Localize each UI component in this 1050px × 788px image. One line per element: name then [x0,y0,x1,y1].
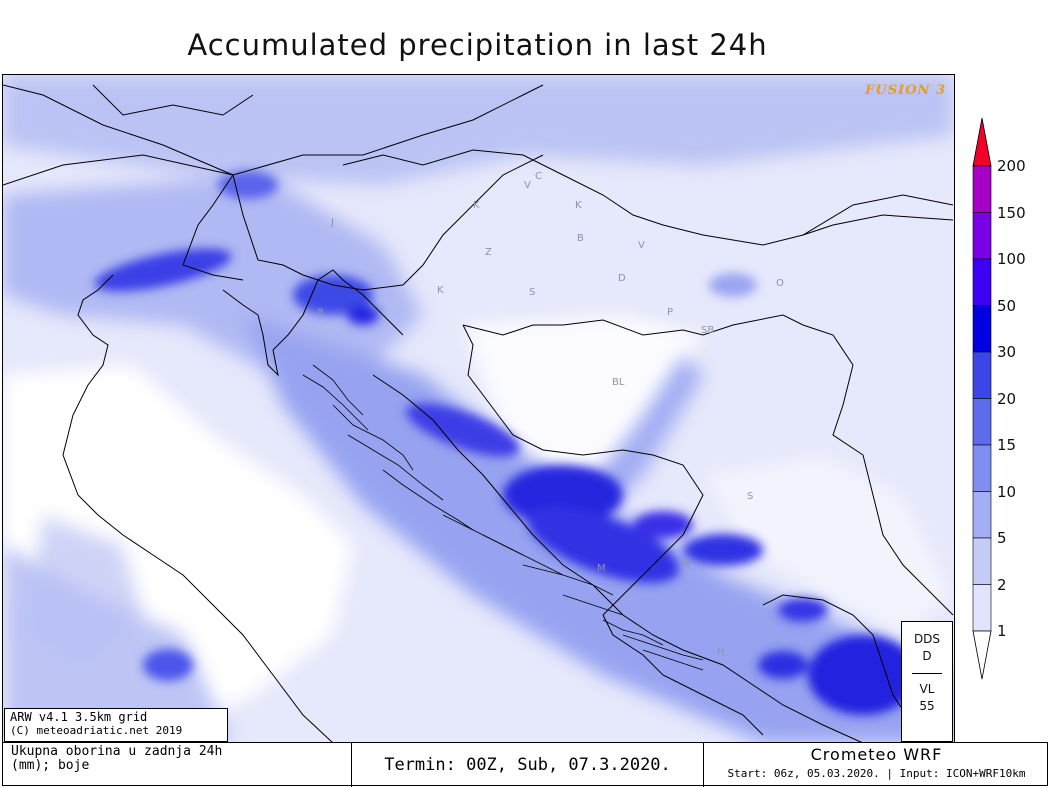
map-label: BL [612,377,625,388]
map-label: H [717,647,725,658]
legend-tick-label: 200 [997,157,1026,175]
map-label: K [437,285,444,296]
brand-label: FUSION 3 [865,83,946,98]
legend-tick-label: 15 [997,436,1017,454]
corner-info-box: DDS D VL 55 [901,621,953,742]
corner-bottom-1: VL [919,682,935,696]
model-info-box: ARW v4.1 3.5km grid (C) meteoadriatic.ne… [4,708,228,742]
corner-top-1: DDS [913,632,941,646]
color-legend: 200 150 100 50 30 20 15 10 5 2 1 [968,117,1050,688]
legend-swatch [972,537,992,585]
legend-tick-label: 1 [997,622,1007,640]
corner-bottom-2: 55 [919,699,935,713]
map-label: O [776,278,784,289]
legend-tick-label: 30 [997,343,1017,361]
map-label: J [331,217,334,228]
legend-tick-label: 2 [997,575,1007,594]
map-label: P [667,307,674,318]
legend-tick-label: 150 [997,203,1026,222]
legend-swatch [972,584,992,632]
footer-desc-line2: (mm); boje [11,758,90,773]
map-label: M [597,563,606,574]
map-label: V [524,180,531,191]
map-label: S [747,491,754,502]
legend-tick-label: 10 [997,482,1017,501]
legend-swatch [972,258,992,306]
model-name: Crometeo WRF [810,745,943,764]
model-version: ARW v4.1 3.5km grid [10,710,148,724]
map-label: R [317,307,324,318]
map-label: B [577,233,584,244]
map-label: C [535,171,542,182]
corner-divider [912,673,942,674]
legend-tick-label: 50 [997,296,1017,315]
footer-divider [351,743,352,787]
legend-colorbar [972,117,992,680]
legend-swatch [972,351,992,399]
map-label: M [681,559,690,570]
map-label: V [638,240,645,251]
legend-swatch [972,444,992,492]
corner-top-2: D [922,649,932,663]
precipitation-map: FUSION 3 V C K K J Z B V K S D O R P SB … [2,74,955,744]
map-label: K [473,200,480,211]
footer-divider [703,743,704,787]
legend-min-arrow [972,630,992,680]
map-label: S [529,287,536,298]
model-start: Start: 06z, 05.03.2020. | Input: ICON+WR… [727,767,1026,780]
legend-swatch [972,398,992,446]
footer-desc-line1: Ukupna oborina u zadnja 24h [11,744,223,759]
footer-description: Ukupna oborina u zadnja 24h (mm); boje [11,745,351,773]
legend-swatch [972,165,992,213]
legend-swatch [972,491,992,539]
map-label: K [575,200,582,211]
map-label: D [618,273,626,284]
legend-swatch [972,305,992,353]
copyright: (C) meteoadriatic.net 2019 [10,724,183,737]
footer-bar: Ukupna oborina u zadnja 24h (mm); boje T… [2,742,1048,787]
legend-max-arrow [972,117,992,167]
chart-title: Accumulated precipitation in last 24h [187,28,768,62]
legend-tick-label: 100 [997,250,1026,268]
legend-tick-label: 20 [997,389,1017,408]
forecast-termin: Termin: 00Z, Sub, 07.3.2020. [384,755,671,775]
legend-swatch [972,212,992,260]
map-label: SB [701,325,715,336]
legend-tick-label: 5 [997,529,1007,547]
map-canvas [3,75,954,743]
map-label: Z [485,247,492,258]
